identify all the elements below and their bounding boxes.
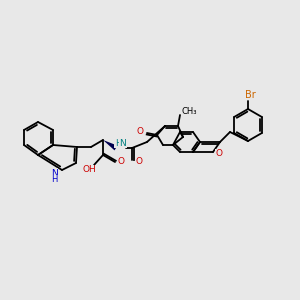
Text: N: N bbox=[120, 139, 126, 148]
Polygon shape bbox=[103, 140, 118, 150]
Text: Br: Br bbox=[244, 90, 255, 100]
Text: O: O bbox=[118, 158, 124, 166]
Text: CH₃: CH₃ bbox=[182, 107, 197, 116]
Text: OH: OH bbox=[82, 166, 96, 175]
Text: N: N bbox=[51, 169, 57, 178]
Text: O: O bbox=[136, 127, 143, 136]
Text: H: H bbox=[51, 176, 57, 184]
Text: O: O bbox=[215, 149, 223, 158]
Text: H: H bbox=[115, 139, 121, 148]
Text: O: O bbox=[136, 158, 142, 166]
